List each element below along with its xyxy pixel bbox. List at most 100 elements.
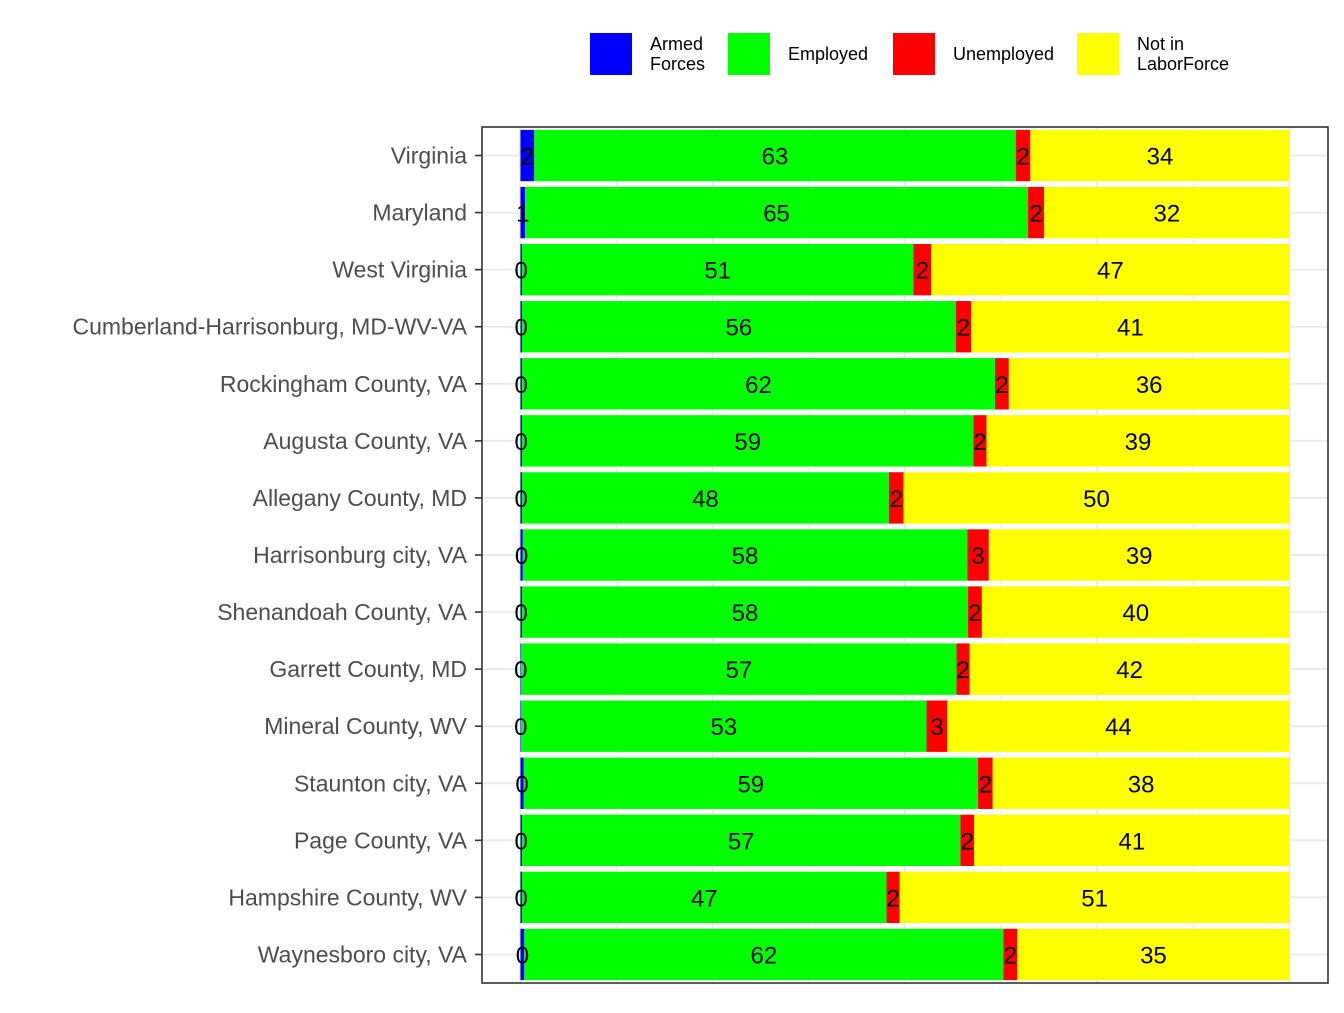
value-label: 0 [515,828,528,855]
bar-segment-employed-cumberland-harrisonburg-md-wv-va [521,301,956,353]
bar-segment-employed-shenandoah-county-va [521,586,969,638]
bar-segment-employed-augusta-county-va [521,415,974,467]
bar-segment-armed-forces-maryland [520,186,526,239]
legend-key [728,33,770,75]
bar-segment-employed-hampshire-county-wv [521,871,887,924]
category-label: Hampshire County, WV [228,884,467,910]
bar-segment-employed-virginia [534,129,1016,182]
value-label: 0 [515,771,528,798]
plot-border [481,126,1329,984]
bar-segment-armed-forces-west-virginia [520,243,522,296]
value-label: 59 [737,771,764,798]
category-label: Garrett County, MD [269,656,467,682]
bar-segment-unemployed-waynesboro-city-va [1003,928,1018,981]
value-label: 35 [1140,942,1167,969]
value-label: 2 [979,771,992,798]
value-label: 2 [956,657,969,684]
category-label: Mineral County, WV [264,713,467,739]
value-label: 2 [995,372,1008,399]
bar-segment-armed-forces-page-county-va [520,814,522,867]
value-label: 0 [515,600,528,627]
bar-segment-employed-page-county-va [521,814,961,867]
legend-item-unemployed: Unemployed [893,33,1054,75]
bar-segment-armed-forces-staunton-city-va [520,757,524,809]
value-label: 50 [1083,486,1110,513]
legend-label: LaborForce [1137,54,1229,74]
value-label: 39 [1126,543,1153,570]
value-label: 63 [762,144,789,171]
category-label: Page County, VA [294,827,468,853]
bar-segment-unemployed-staunton-city-va [978,757,993,809]
bar-segment-not-in-laborforce-virginia [1030,129,1290,182]
bar-segment-armed-forces-augusta-county-va [520,415,522,467]
bars [520,129,1290,981]
value-label: 0 [515,315,528,342]
bar-segment-not-in-laborforce-rockingham-county-va [1008,358,1290,410]
bar-segment-armed-forces-mineral-county-wv [520,700,522,752]
value-label: 59 [734,429,761,456]
category-label: Maryland [372,200,467,226]
value-label: 0 [515,543,528,570]
bar-segment-unemployed-rockingham-county-va [994,358,1009,410]
category-axis: Virginia Maryland West Virginia Cumberland-… [72,143,482,967]
bar-segment-armed-forces-shenandoah-county-va [520,586,522,638]
value-label: 65 [763,201,790,228]
category-label: Virginia [391,143,467,169]
category-label: Waynesboro city, VA [258,941,468,967]
value-label: 44 [1105,714,1132,741]
value-label: 53 [711,714,738,741]
value-label: 2 [968,600,981,627]
value-label: 42 [1116,657,1143,684]
bar-segment-unemployed-west-virginia [913,243,932,296]
value-label: 41 [1119,828,1146,855]
bar-segment-employed-maryland [525,186,1029,239]
bar-segment-armed-forces-rockingham-county-va [520,358,522,410]
bar-segment-not-in-laborforce-cumberland-harrisonburg-md-wv-va [971,301,1290,353]
bar-segment-not-in-laborforce-staunton-city-va [992,757,1290,809]
value-label: 58 [732,543,759,570]
value-label: 0 [515,885,528,912]
value-label: 41 [1117,315,1144,342]
bar-segment-armed-forces-hampshire-county-wv [520,871,522,924]
value-label: 3 [971,543,984,570]
bar-segment-employed-rockingham-county-va [521,358,995,410]
value-label: 47 [1097,258,1124,285]
bar-segment-unemployed-page-county-va [960,814,975,867]
value-label: 0 [514,657,527,684]
bar-segment-not-in-laborforce-west-virginia [931,243,1290,296]
value-label: 2 [916,258,929,285]
value-label: 40 [1122,600,1149,627]
bar-segment-unemployed-harrisonburg-city-va [967,529,989,581]
value-label: 51 [1081,885,1108,912]
bar-segment-armed-forces-waynesboro-city-va [520,928,525,981]
legend-label: Unemployed [953,44,1054,64]
bar-segment-not-in-laborforce-shenandoah-county-va [981,586,1290,638]
bar-segment-armed-forces-virginia [520,129,535,182]
value-label: 0 [514,714,527,741]
bar-segment-not-in-laborforce-maryland [1044,186,1290,239]
value-label: 2 [961,828,974,855]
value-label: 0 [515,258,528,285]
bar-segment-employed-allegany-county-md [521,472,889,524]
value-label: 0 [515,372,528,399]
value-label: 0 [515,486,528,513]
bar-segment-employed-garrett-county-md [521,643,957,695]
bar-segment-unemployed-garrett-county-md [956,643,970,695]
bar-segment-employed-harrisonburg-city-va [522,529,968,581]
value-label: 38 [1128,771,1155,798]
bar-segment-not-in-laborforce-waynesboro-city-va [1017,928,1290,981]
value-label: 3 [930,714,943,741]
value-label: 47 [691,885,718,912]
legend-key [590,33,632,75]
category-label: Staunton city, VA [294,770,468,796]
bar-segment-employed-staunton-city-va [523,757,979,809]
value-label: 34 [1147,144,1174,171]
value-label: 36 [1136,372,1163,399]
value-label: 62 [745,372,772,399]
bar-segment-unemployed-augusta-county-va [973,415,987,467]
legend-item-employed: Employed [728,33,868,75]
bar-segment-employed-west-virginia [521,243,914,296]
